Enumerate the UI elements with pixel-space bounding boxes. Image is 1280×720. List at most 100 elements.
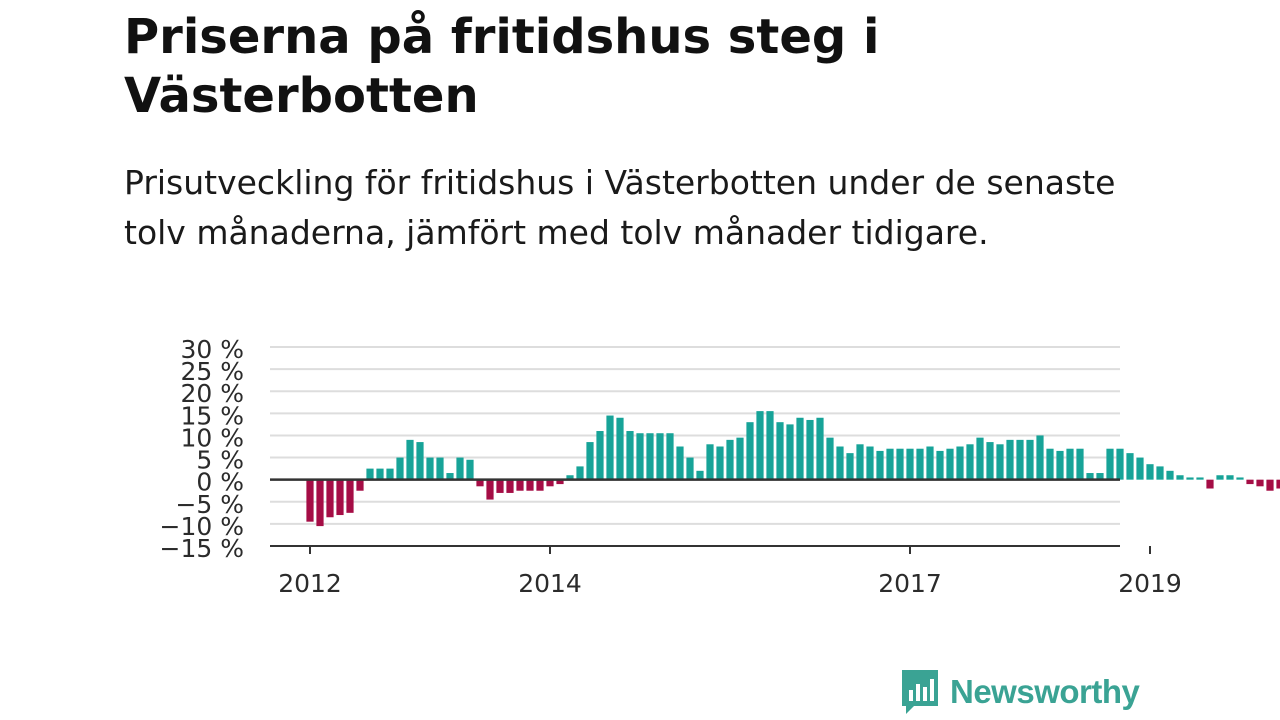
y-tick-label: −15 %	[160, 534, 244, 563]
bar	[1226, 475, 1234, 480]
bar	[1036, 435, 1044, 480]
bars	[306, 411, 1280, 527]
bar	[446, 473, 454, 480]
y-axis-tick-labels: −15 %−10 %−5 %0 %5 %10 %15 %20 %25 %30 %	[160, 335, 244, 563]
bar	[866, 446, 874, 480]
y-tick-label: 30 %	[180, 335, 244, 364]
chart-subtitle: Prisutveckling för fritidshus i Västerbo…	[124, 163, 1116, 252]
bar	[766, 411, 774, 480]
bar	[1006, 439, 1014, 480]
bar	[546, 479, 554, 487]
bar	[1096, 473, 1104, 480]
bar	[656, 433, 664, 480]
bar	[526, 479, 534, 491]
bar	[836, 446, 844, 480]
bar	[576, 466, 584, 480]
bar	[366, 468, 374, 480]
y-tick-label: 25 %	[180, 357, 244, 386]
bar	[426, 457, 434, 480]
bar	[596, 431, 604, 480]
bar	[1176, 475, 1184, 480]
bar	[416, 442, 424, 480]
bar	[506, 479, 514, 493]
bar	[636, 433, 644, 480]
chart-title: Priserna på fritidshus steg i Västerbott…	[124, 9, 880, 124]
bar	[946, 448, 954, 480]
bar	[336, 479, 344, 516]
bar	[976, 437, 984, 480]
bar	[386, 468, 394, 480]
bar	[1136, 457, 1144, 480]
bar	[936, 450, 944, 480]
gridlines	[270, 346, 1120, 525]
bar	[1236, 477, 1244, 480]
bar	[816, 417, 824, 480]
bar	[1146, 464, 1154, 480]
bar	[496, 479, 504, 493]
bar	[796, 417, 804, 480]
bar	[896, 448, 904, 480]
bar	[986, 442, 994, 480]
bar	[566, 475, 574, 480]
y-tick-label: 10 %	[180, 423, 244, 452]
bar	[1186, 477, 1194, 480]
bar	[456, 457, 464, 480]
bar	[876, 450, 884, 480]
bar	[1156, 466, 1164, 480]
bar	[966, 444, 974, 480]
newsworthy-bar-chart-icon	[902, 670, 938, 714]
bar	[696, 470, 704, 480]
bar	[586, 442, 594, 480]
bar	[1166, 470, 1174, 480]
bar	[916, 448, 924, 480]
bar	[1046, 448, 1054, 480]
bar	[376, 468, 384, 480]
bar	[316, 479, 324, 527]
y-tick-label: 0 %	[196, 468, 244, 497]
bar	[1276, 479, 1280, 489]
x-tick-label: 2019	[1118, 569, 1182, 598]
bar	[846, 453, 854, 480]
bar	[536, 479, 544, 491]
y-tick-label: −10 %	[160, 512, 244, 541]
bar	[346, 479, 354, 513]
bar	[1016, 439, 1024, 480]
bar	[486, 479, 494, 500]
y-tick-label: 5 %	[196, 446, 244, 475]
bar	[1026, 439, 1034, 480]
bar	[856, 444, 864, 480]
bar	[1206, 479, 1214, 489]
bar	[1246, 479, 1254, 485]
bar	[476, 479, 484, 487]
bar	[716, 446, 724, 480]
bar	[686, 457, 694, 480]
bar	[306, 479, 314, 522]
bar	[906, 448, 914, 480]
bar	[996, 444, 1004, 480]
bar	[676, 446, 684, 480]
bar	[1126, 453, 1134, 480]
bar	[556, 479, 564, 485]
bar	[326, 479, 334, 518]
brand-name: Newsworthy	[950, 673, 1140, 710]
bar	[606, 415, 614, 480]
brand: Newsworthy	[900, 668, 1140, 716]
axes	[270, 478, 1120, 547]
bar	[1196, 477, 1204, 480]
bar	[356, 479, 364, 491]
bar	[1086, 473, 1094, 480]
bar	[1106, 448, 1114, 480]
bar	[886, 448, 894, 480]
bar	[516, 479, 524, 491]
bar	[706, 444, 714, 480]
bar	[1076, 448, 1084, 480]
bar	[626, 431, 634, 480]
bar	[396, 457, 404, 480]
bar	[786, 424, 794, 480]
bar	[466, 459, 474, 480]
bar	[776, 422, 784, 480]
bar	[756, 411, 764, 480]
bar	[826, 437, 834, 480]
bar	[746, 422, 754, 480]
